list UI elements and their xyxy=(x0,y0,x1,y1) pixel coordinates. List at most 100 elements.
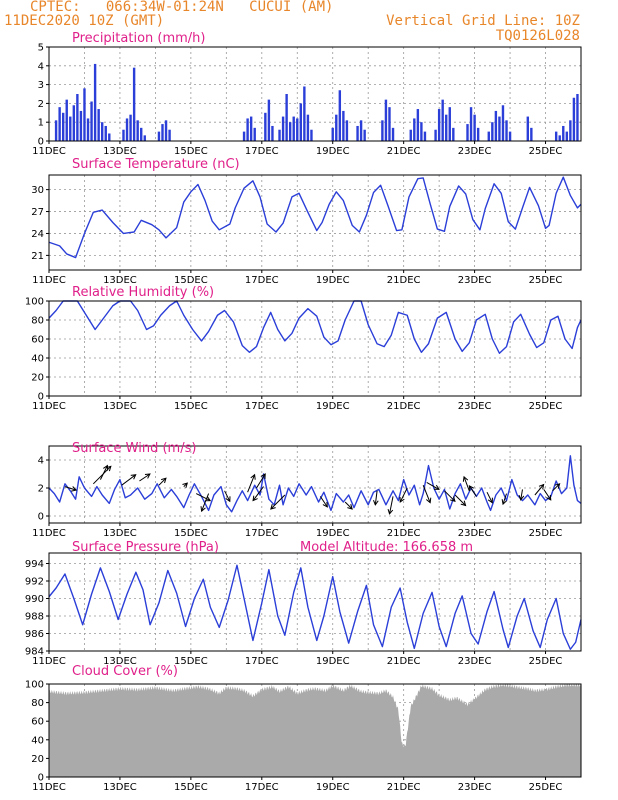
precip-bar xyxy=(267,99,271,141)
precip-bar xyxy=(391,127,395,141)
y-tick-label: 27 xyxy=(31,207,44,218)
wind-arrow xyxy=(201,493,210,512)
wind-arrow-head xyxy=(260,473,266,480)
x-tick-label: 23DEC xyxy=(458,528,492,539)
precip-bar xyxy=(97,109,100,141)
wind-arrow xyxy=(270,494,286,510)
precip-bar xyxy=(384,99,388,141)
x-tick-label: 15DEC xyxy=(174,146,208,157)
precip-bar xyxy=(413,118,416,141)
series-line xyxy=(48,300,582,354)
y-tick-label: 20 xyxy=(31,754,44,765)
precip-bar xyxy=(132,67,136,141)
x-tick-label: 15DEC xyxy=(174,782,208,793)
wind-arrow xyxy=(454,494,466,506)
precip-bar xyxy=(76,94,79,141)
precip-bar xyxy=(569,120,572,141)
y-tick-label: 100 xyxy=(25,297,44,308)
wind-arrow xyxy=(158,477,167,486)
vertical-grid-note: Vertical Grid Line: 10Z xyxy=(386,13,580,29)
precip-bar xyxy=(143,135,146,141)
precip-bar xyxy=(58,107,61,141)
panel-1: 21 24 27 30 11DEC 13DEC 15DEC 17DEC 19DEC 21DEC 23… xyxy=(31,157,582,286)
wind-arrow-head xyxy=(225,496,231,503)
y-tick-label: 990 xyxy=(25,594,44,605)
model-run-id: TQ0126L028 xyxy=(495,28,580,44)
precip-bar xyxy=(498,116,501,141)
panel-frame xyxy=(48,552,582,652)
x-tick-label: 11DEC xyxy=(32,528,66,539)
wind-arrow xyxy=(224,490,231,502)
y-tick-label: 986 xyxy=(25,629,44,640)
wind-arrow-head xyxy=(130,474,137,480)
x-tick-label: 21DEC xyxy=(387,146,421,157)
precip-bar xyxy=(466,124,469,141)
model-altitude-label: Model Altitude: 166.658 m xyxy=(300,540,473,555)
y-tick-label: 20 xyxy=(31,373,44,384)
y-tick-label: 40 xyxy=(31,735,44,746)
wind-arrow xyxy=(247,474,256,493)
x-tick-label: 25DEC xyxy=(529,528,563,539)
precip-bar xyxy=(491,122,494,141)
panel-2: 0 20 40 60 80 100 11DEC 13DEC 15DEC 17DEC 19DEC 21D… xyxy=(25,285,582,412)
precip-bar xyxy=(281,116,285,141)
x-tick-label: 11DEC xyxy=(32,401,66,412)
precip-bar xyxy=(168,129,171,141)
precip-bar xyxy=(452,127,455,141)
wind-arrow-head xyxy=(144,473,151,479)
y-tick-label: 1 xyxy=(38,118,44,129)
x-tick-label: 19DEC xyxy=(316,275,350,286)
wind-arrow-head xyxy=(538,483,545,490)
precip-bar xyxy=(572,97,576,141)
wind-arrow-head xyxy=(270,504,276,510)
x-tick-label: 17DEC xyxy=(245,401,279,412)
x-tick-label: 19DEC xyxy=(316,656,350,667)
precip-bar xyxy=(242,131,246,141)
y-tick-label: 40 xyxy=(31,354,44,365)
y-tick-label: 984 xyxy=(25,647,44,658)
precip-bar xyxy=(292,116,295,141)
precip-bar xyxy=(72,105,76,141)
x-tick-label: 15DEC xyxy=(174,528,208,539)
precip-bar xyxy=(565,131,569,141)
precip-bar xyxy=(331,127,334,141)
panel-frame xyxy=(48,46,582,142)
panel-3: 0 2 4 11DEC 13DEC 15DEC 17DEC 19DEC 21DEC 23DEC 25… xyxy=(32,441,582,539)
wind-arrow-head xyxy=(518,495,525,501)
wind-arrow xyxy=(543,489,552,501)
x-tick-label: 21DEC xyxy=(387,782,421,793)
wind-arrow-head xyxy=(200,506,206,513)
y-tick-label: 5 xyxy=(38,43,44,54)
precip-bar xyxy=(441,99,444,141)
x-tick-label: 17DEC xyxy=(245,656,279,667)
wind-arrow-head xyxy=(450,496,456,503)
precip-bar xyxy=(437,109,441,141)
y-tick-label: 60 xyxy=(31,335,44,346)
precip-bar xyxy=(423,131,427,141)
precip-bar xyxy=(359,120,363,141)
wind-arrow-head xyxy=(460,500,467,507)
wind-arrow-head xyxy=(554,483,561,489)
x-tick-label: 13DEC xyxy=(103,275,137,286)
precip-bar xyxy=(129,114,132,141)
precip-bar xyxy=(296,118,299,141)
precip-bar xyxy=(264,112,267,141)
y-tick-label: 0 xyxy=(38,512,44,523)
wind-arrow-head xyxy=(387,508,394,515)
precip-bar xyxy=(299,103,303,141)
wind-arrow xyxy=(92,465,112,485)
y-tick-label: 21 xyxy=(31,251,44,262)
wind-arrow-head xyxy=(373,499,379,506)
precip-bar xyxy=(161,124,164,141)
wind-arrow xyxy=(389,496,394,514)
wind-arrow-head xyxy=(425,497,432,504)
x-tick-label: 25DEC xyxy=(529,401,563,412)
precip-bar xyxy=(65,99,68,141)
wind-arrow-head xyxy=(250,473,256,480)
y-tick-label: 3 xyxy=(38,80,44,91)
precip-bar xyxy=(61,112,65,141)
panel-title: Precipitation (mm/h) xyxy=(72,31,205,46)
wind-arrow xyxy=(468,485,477,497)
wind-arrow xyxy=(121,474,137,486)
x-tick-label: 17DEC xyxy=(245,275,279,286)
